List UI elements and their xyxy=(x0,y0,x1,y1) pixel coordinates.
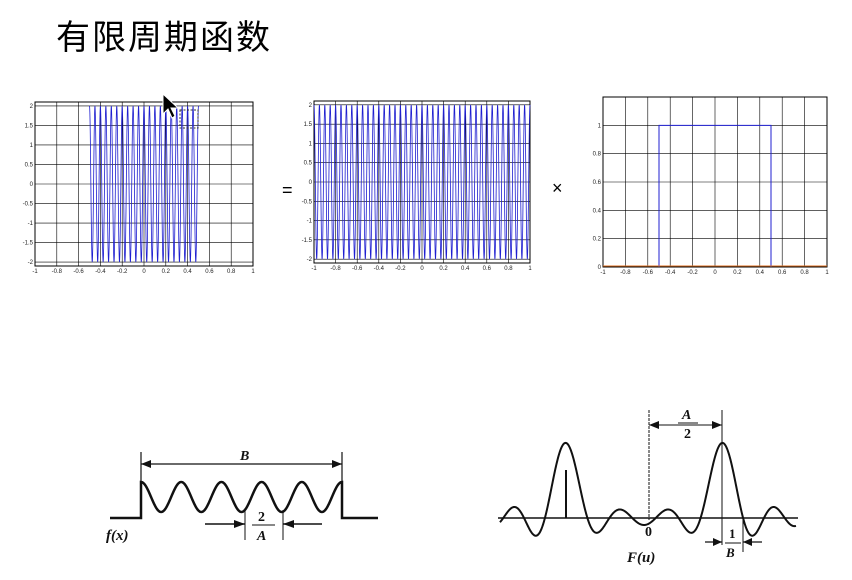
y-tick-label: 1 xyxy=(598,123,602,129)
y-tick-label: -0.5 xyxy=(23,202,34,208)
Fu-origin-label: 0 xyxy=(645,525,652,540)
plot-middle-wave xyxy=(313,104,531,260)
plot-right-rect xyxy=(658,124,772,267)
B-arrow-right xyxy=(332,460,342,468)
B-arrow-left xyxy=(141,460,151,468)
x-tick-label: -0.4 xyxy=(95,269,106,275)
x-tick-label: -0.6 xyxy=(73,269,84,275)
y-tick-label: -2 xyxy=(28,260,34,266)
x-tick-label: 0.8 xyxy=(504,266,513,272)
period-arrow-left xyxy=(234,520,245,528)
x-tick-label: 0.8 xyxy=(800,270,809,276)
y-tick-label: 2 xyxy=(309,103,313,109)
y-tick-label: 0.4 xyxy=(593,208,602,214)
y-tick-label: -1 xyxy=(307,219,313,225)
width-denominator: B xyxy=(725,545,735,560)
y-tick-label: 0 xyxy=(30,182,34,188)
x-tick-label: -0.4 xyxy=(665,270,676,276)
y-tick-label: 0.8 xyxy=(593,152,602,158)
y-tick-label: -1.5 xyxy=(302,238,313,244)
A2-denominator: 2 xyxy=(684,427,691,442)
width-numerator: 1 xyxy=(729,526,736,541)
equals-sign: = xyxy=(282,180,293,200)
y-tick-label: 0.5 xyxy=(25,162,34,168)
x-tick-label: 1 xyxy=(251,269,255,275)
x-tick-label: -0.8 xyxy=(620,270,631,276)
x-tick-label: 0.4 xyxy=(756,270,765,276)
x-tick-label: 0.6 xyxy=(205,269,214,275)
y-tick-label: 1 xyxy=(30,143,34,149)
x-tick-label: -1 xyxy=(600,270,606,276)
A2-arrow-right xyxy=(712,421,722,429)
x-tick-label: -0.6 xyxy=(352,266,363,272)
x-tick-label: 0 xyxy=(713,270,717,276)
x-tick-label: 0.2 xyxy=(733,270,742,276)
A2-numerator: A xyxy=(681,408,691,423)
x-tick-label: -0.2 xyxy=(687,270,698,276)
times-sign: × xyxy=(552,178,563,198)
fx-curve xyxy=(110,480,378,520)
y-tick-label: -2 xyxy=(307,257,313,263)
A2-arrow-left xyxy=(649,421,659,429)
x-tick-label: 1 xyxy=(528,266,532,272)
x-tick-label: -0.2 xyxy=(117,269,128,275)
period-numerator: 2 xyxy=(258,510,265,525)
y-tick-label: -1 xyxy=(28,221,34,227)
width-arrow-right xyxy=(743,538,752,546)
y-tick-label: -1.5 xyxy=(23,241,34,247)
x-tick-label: -0.6 xyxy=(643,270,654,276)
x-tick-label: 0.2 xyxy=(162,269,171,275)
x-tick-label: 1 xyxy=(825,270,829,276)
x-tick-label: -0.8 xyxy=(52,269,63,275)
x-tick-label: 0.2 xyxy=(439,266,448,272)
mouse-cursor-icon xyxy=(162,93,180,119)
y-tick-label: 0 xyxy=(598,265,602,271)
Fu-curve xyxy=(499,441,797,537)
x-tick-label: -1 xyxy=(311,266,317,272)
y-tick-label: 2 xyxy=(30,104,34,110)
y-tick-label: 0.6 xyxy=(593,180,602,186)
diagram-fx: B 2 A f(x) xyxy=(106,449,378,544)
plot-middle: -1 -0.8 -0.6 -0.4 -0.2 0 0.2 0.4 0.6 0.8 1 2 1.5 1 0.5… xyxy=(302,100,532,272)
page-title: 有限周期函数 xyxy=(56,18,272,58)
y-tick-label: 1 xyxy=(309,141,313,147)
y-tick-label: 1.5 xyxy=(25,123,34,129)
y-tick-label: 1.5 xyxy=(304,122,313,128)
diagram-Fu: A 2 0 1 B F(u) xyxy=(498,408,798,566)
x-tick-label: 0.4 xyxy=(461,266,470,272)
x-tick-label: 0 xyxy=(420,266,424,272)
x-tick-label: -0.8 xyxy=(330,266,341,272)
plot-left-wave xyxy=(89,105,199,263)
y-tick-label: 0.2 xyxy=(593,237,602,243)
period-denominator: A xyxy=(256,529,266,544)
plot-right: -1 -0.8 -0.6 -0.4 -0.2 0 0.2 0.4 0.6 0.8 1 1 0.8 0.6 0… xyxy=(593,96,829,276)
label-fx: f(x) xyxy=(106,528,129,544)
plot-left: -1 -0.8 -0.6 -0.4 -0.2 0 0.2 0.4 0.6 0.8 1 2 1.5 1 0.5… xyxy=(23,101,255,275)
x-tick-label: 0.6 xyxy=(483,266,492,272)
y-tick-label: 0.5 xyxy=(304,161,313,167)
x-tick-label: -0.4 xyxy=(374,266,385,272)
x-tick-label: -0.2 xyxy=(395,266,406,272)
x-tick-label: 0 xyxy=(142,269,146,275)
selection-box xyxy=(179,109,199,129)
width-arrow-left xyxy=(713,538,722,546)
y-tick-label: 0 xyxy=(309,180,313,186)
x-tick-label: 0.6 xyxy=(778,270,787,276)
x-tick-label: -1 xyxy=(32,269,38,275)
label-B: B xyxy=(239,449,249,464)
x-tick-label: 0.4 xyxy=(183,269,192,275)
y-tick-label: -0.5 xyxy=(302,199,313,205)
period-arrow-right xyxy=(283,520,294,528)
label-Fu: F(u) xyxy=(626,550,655,566)
x-tick-label: 0.8 xyxy=(227,269,236,275)
